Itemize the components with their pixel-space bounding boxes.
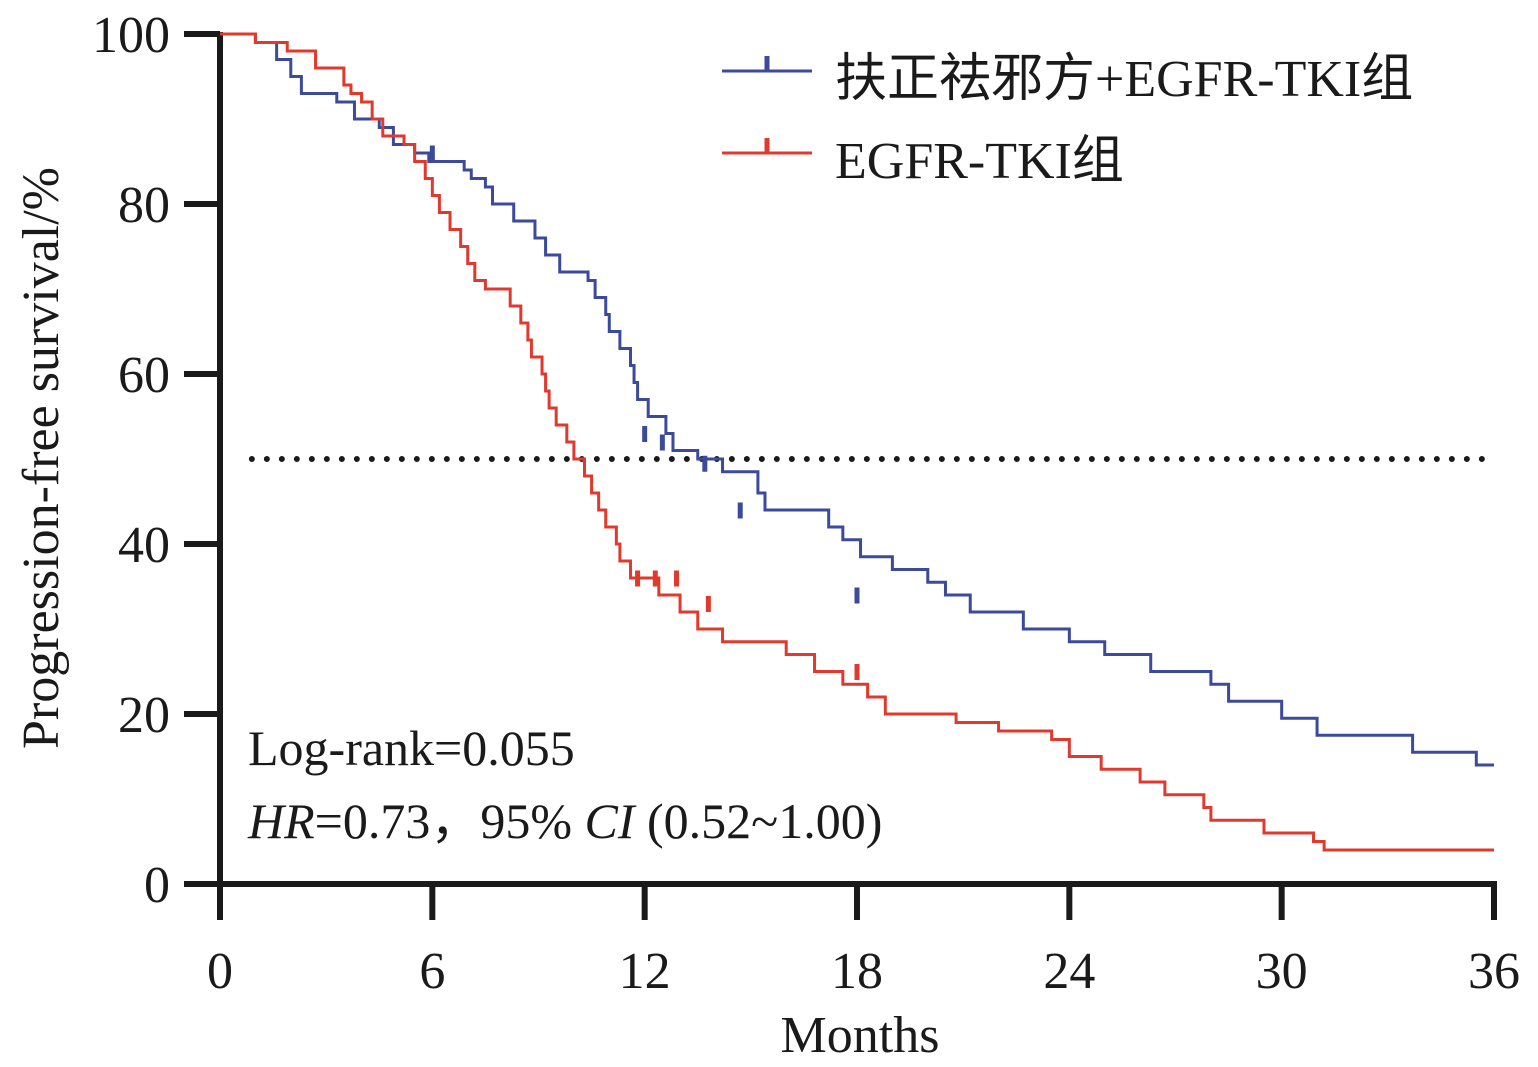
y-tick-label: 80	[118, 177, 170, 234]
y-tick-label: 0	[144, 857, 170, 914]
x-tick-label: 18	[831, 943, 883, 1000]
ci-range: (0.52~1.00)	[635, 793, 883, 849]
x-tick-label: 6	[419, 943, 445, 1000]
x-tick-label: 12	[619, 943, 671, 1000]
y-tick-label: 60	[118, 347, 170, 404]
survival-curves	[220, 32, 1494, 852]
y-tick-label: 20	[118, 687, 170, 744]
legend-entry-combined: 扶正祛邪方+EGFR-TKI组	[722, 51, 1413, 108]
y-tick-label: 100	[92, 7, 170, 64]
statistics-annotation: Log-rank=0.055 HR=0.73，95% CI (0.52~1.00…	[247, 720, 882, 849]
x-tick-label: 0	[207, 943, 233, 1000]
x-tick-label: 36	[1468, 943, 1520, 1000]
logrank-text: Log-rank=0.055	[248, 720, 575, 776]
survival-curve-1	[220, 32, 1494, 852]
y-axis-title: Progression-free survival/%	[13, 167, 70, 749]
hazard-ratio-text: HR=0.73，95% CI (0.52~1.00)	[247, 793, 882, 849]
x-axis-title: Months	[781, 1007, 940, 1064]
axes: 0 20 40 60 80 100 0 6 12 18 24 30 36	[92, 7, 1520, 1000]
legend: 扶正祛邪方+EGFR-TKI组 EGFR-TKI组	[722, 51, 1413, 190]
y-tick-label: 40	[118, 517, 170, 574]
legend-entry-egfr-tki: EGFR-TKI组	[722, 133, 1124, 190]
ci-symbol: CI	[585, 793, 637, 849]
legend-label-combined: 扶正祛邪方+EGFR-TKI组	[835, 51, 1413, 108]
hr-symbol: HR	[247, 793, 315, 849]
x-tick-label: 30	[1256, 943, 1308, 1000]
hr-value: =0.73，95%	[315, 793, 585, 849]
x-tick-label: 24	[1043, 943, 1095, 1000]
legend-label-egfr-tki: EGFR-TKI组	[835, 133, 1124, 190]
